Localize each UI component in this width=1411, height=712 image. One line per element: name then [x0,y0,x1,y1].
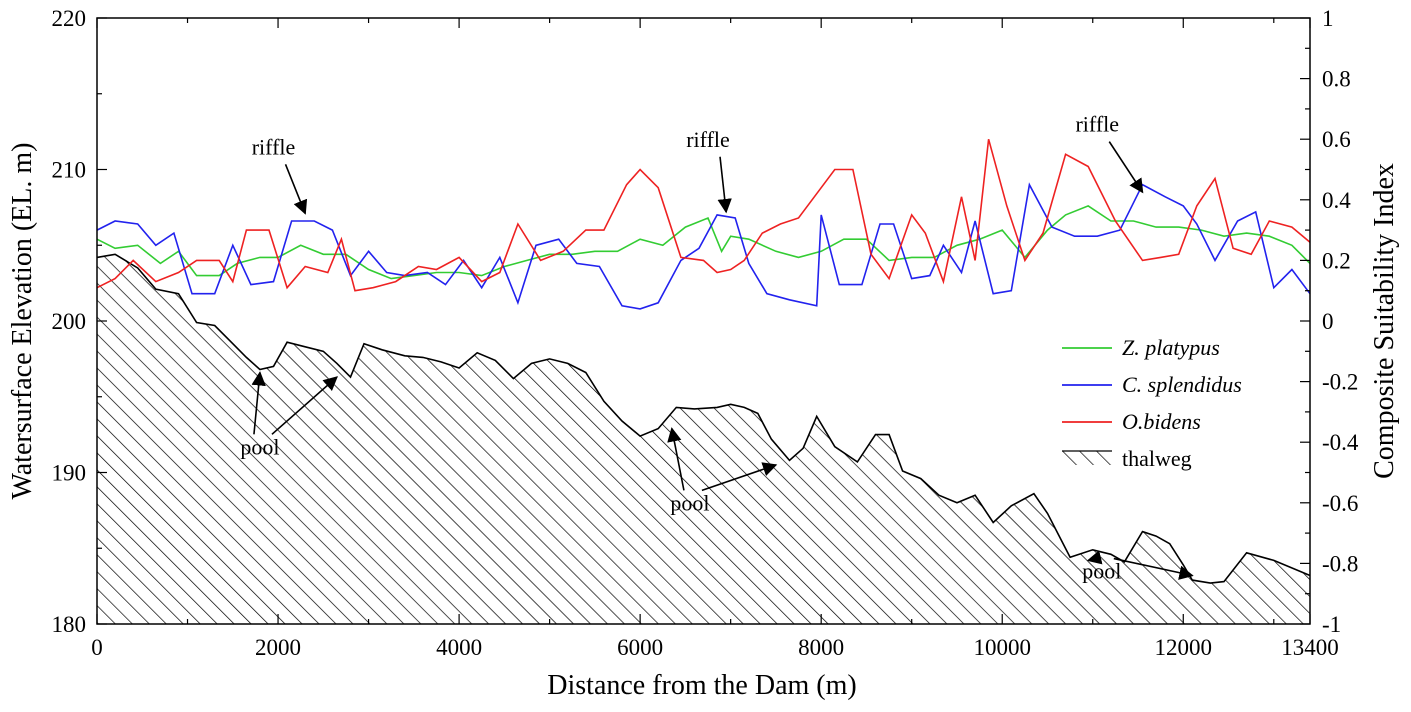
x-tick-label: 6000 [617,635,663,660]
annotation-riffle: riffle [686,127,730,152]
y-right-tick-label: 1 [1322,6,1334,31]
annotation-arrow [1113,557,1194,580]
x-tick-label: 8000 [798,635,844,660]
legend-swatch-thalweg [1062,451,1112,465]
annotation-pool: pool [1082,559,1121,584]
annotation-pool: pool [240,434,279,459]
legend-label-c-splendidus: C. splendidus [1122,372,1242,397]
legend-label-thalweg: thalweg [1122,446,1192,471]
x-tick-label: 12000 [1155,635,1213,660]
x-tick-label: 4000 [436,635,482,660]
y-left-tick-label: 180 [52,612,87,637]
annotation-riffle: riffle [252,134,296,159]
annotation-arrow [284,164,308,215]
series-line-c-splendidus [96,182,1311,310]
series-group [96,138,1311,310]
y-axis-left-title: Watersurface Elevation (EL. m) [7,143,38,500]
annotations-group: riffle riffle riffle pool pool pool [240,112,1194,584]
y-left-tick-label: 200 [52,309,87,334]
series-line-z-platypus [96,205,1311,280]
y-axis-right-title: Composite Suitability Index [1369,163,1400,479]
legend-label-z-platypus: Z. platypus [1122,335,1220,360]
x-tick-label: 2000 [255,635,301,660]
annotation-arrow [251,371,266,435]
y-right-tick-label: -0.6 [1322,491,1358,516]
y-right-tick-label: 0.4 [1322,188,1351,213]
axes-group: 0 2000 4000 6000 8000 10000 12000 1340018019020… [52,6,1359,660]
y-left-tick-label: 220 [52,6,87,31]
annotation-arrow [1086,550,1103,565]
y-right-tick-label: 0 [1322,309,1334,334]
legend-label-o-bidens: O.bidens [1122,409,1201,434]
annotation-arrow [717,156,732,214]
x-tick-label: 13400 [1281,635,1339,660]
legend-group: Z. platypus C. splendidus O.bidens thalweg [1062,335,1242,471]
y-right-tick-label: -0.4 [1322,430,1359,455]
y-right-tick-label: -0.8 [1322,551,1358,576]
annotation-arrow [271,376,338,435]
thalweg-area [97,254,1310,625]
y-right-tick-label: -0.2 [1322,370,1358,395]
y-right-tick-label: -1 [1322,612,1341,637]
annotation-pool: pool [670,490,709,515]
annotation-arrow [701,462,778,492]
y-right-tick-label: 0.8 [1322,67,1351,92]
y-left-tick-label: 210 [52,158,87,183]
y-right-tick-label: 0.6 [1322,127,1351,152]
y-left-tick-label: 190 [52,461,87,486]
y-right-tick-label: 0.2 [1322,248,1351,273]
annotation-riffle: riffle [1075,112,1119,137]
series-line-o-bidens [96,138,1311,292]
x-axis-title: Distance from the Dam (m) [547,670,856,701]
x-tick-label: 10000 [973,635,1031,660]
x-tick-label: 0 [91,635,103,660]
annotation-arrow [667,427,685,491]
annotation-arrow [1108,141,1144,194]
